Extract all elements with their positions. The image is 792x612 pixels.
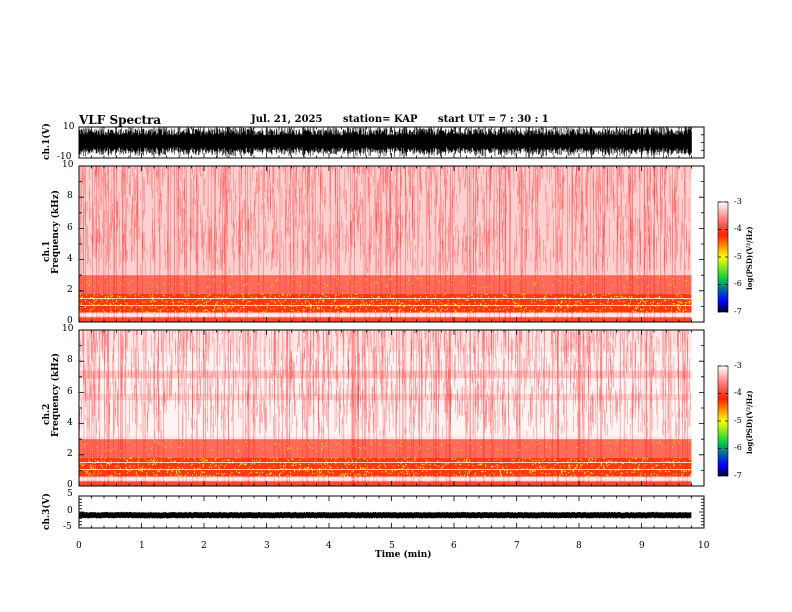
spec2-ytick: 6 (67, 387, 73, 397)
spec2-yellow-dots-2khz (83, 440, 692, 453)
x-tick: 6 (451, 541, 457, 551)
x-tick: 2 (201, 541, 207, 551)
ch3-ytick: 0 (67, 506, 73, 516)
ch1-waveform-panel (78, 127, 692, 158)
x-tick: 8 (576, 541, 582, 551)
cb2-label: log(PSD)(V²/Hz) (745, 390, 754, 454)
spec1-yellow-dots-2khz (81, 276, 691, 288)
x-tick: 7 (514, 541, 520, 551)
ch1-wave-frame-ticks (78, 126, 705, 159)
spec1-ytick: 10 (62, 160, 74, 170)
start-time-label: start UT = 7 : 30 : 1 (438, 114, 549, 125)
cb1-tick: -4 (734, 224, 742, 233)
ch1-ytick: 10 (63, 122, 75, 132)
x-tick: 5 (389, 541, 395, 551)
x-tick: 1 (139, 541, 145, 551)
cb1-label: log(PSD)(V²/Hz) (745, 226, 754, 290)
spec2-ytick: 0 (67, 480, 73, 490)
date-label: Jul. 21, 2025 (251, 114, 323, 125)
x-tick: 10 (698, 541, 710, 551)
cb2-tick: -3 (734, 361, 742, 370)
spec2-ytick: 4 (67, 418, 73, 428)
ch3-waveform-line (78, 511, 692, 519)
axes-frames (78, 126, 705, 529)
spec1-ytick: 0 (67, 316, 73, 326)
spec1-ytick: 4 (67, 254, 73, 264)
x-axis-label: Time (min) (375, 550, 432, 560)
cb1-tick: -6 (734, 279, 742, 288)
ch3-ytick: 5 (67, 489, 73, 499)
ch3-waveform-panel (78, 511, 692, 519)
x-tick: 0 (76, 541, 82, 551)
ch1-freq-ylabel-line2: Frequency (kHz) (51, 189, 61, 274)
x-tick: 4 (326, 541, 332, 551)
spec2-ytick: 10 (62, 324, 74, 334)
colorbar-2-ticks (718, 365, 728, 477)
cb2-tick: -6 (734, 443, 742, 452)
ch2-spectrogram-panel (78, 330, 693, 486)
spec1-ytick: 6 (67, 223, 73, 233)
x-tick: 9 (639, 541, 645, 551)
spec2-sferics (83, 330, 688, 486)
cb2-tick: -4 (734, 388, 742, 397)
spec1-yellow-dots (79, 293, 693, 314)
spec1-band-2khz (79, 275, 692, 294)
cb2-tick: -7 (734, 471, 742, 480)
spec1-sferics (80, 166, 685, 322)
spec1-ytick: 8 (67, 191, 73, 201)
cb1-tick: -3 (734, 197, 742, 206)
spec2-yellow-dots (80, 457, 693, 478)
cb1-tick: -7 (734, 307, 742, 316)
colorbar-1-ticks (718, 201, 728, 313)
chart-title: VLF Spectra (79, 113, 162, 127)
spec2-ytick: 8 (67, 355, 73, 365)
ch2-freq-ylabel-line2: Frequency (kHz) (51, 352, 61, 437)
cb2-tick: -5 (734, 416, 742, 425)
ch3-ytick: -5 (63, 522, 72, 532)
ch3-wave-frame-ticks (78, 495, 705, 529)
ch1-ytick: -10 (57, 152, 72, 162)
ch1-spectrogram-panel (78, 166, 693, 322)
ch3-volt-ylabel: ch.3(V) (42, 493, 52, 530)
spec1-ytick: 2 (67, 285, 73, 295)
cb1-tick: -5 (734, 252, 742, 261)
ch1-waveform-line (78, 127, 692, 158)
spec2-frame-ticks (78, 329, 705, 487)
spec1-frame-ticks (78, 165, 705, 323)
station-label: station= KAP (343, 114, 418, 125)
spec2-ytick: 2 (67, 449, 73, 459)
spec1-band-0khz (79, 317, 692, 322)
colorbars (717, 201, 729, 477)
x-tick: 3 (264, 541, 270, 551)
spec1-band-1khz (79, 293, 692, 313)
ch1-volt-ylabel: ch.1(V) (42, 123, 52, 160)
